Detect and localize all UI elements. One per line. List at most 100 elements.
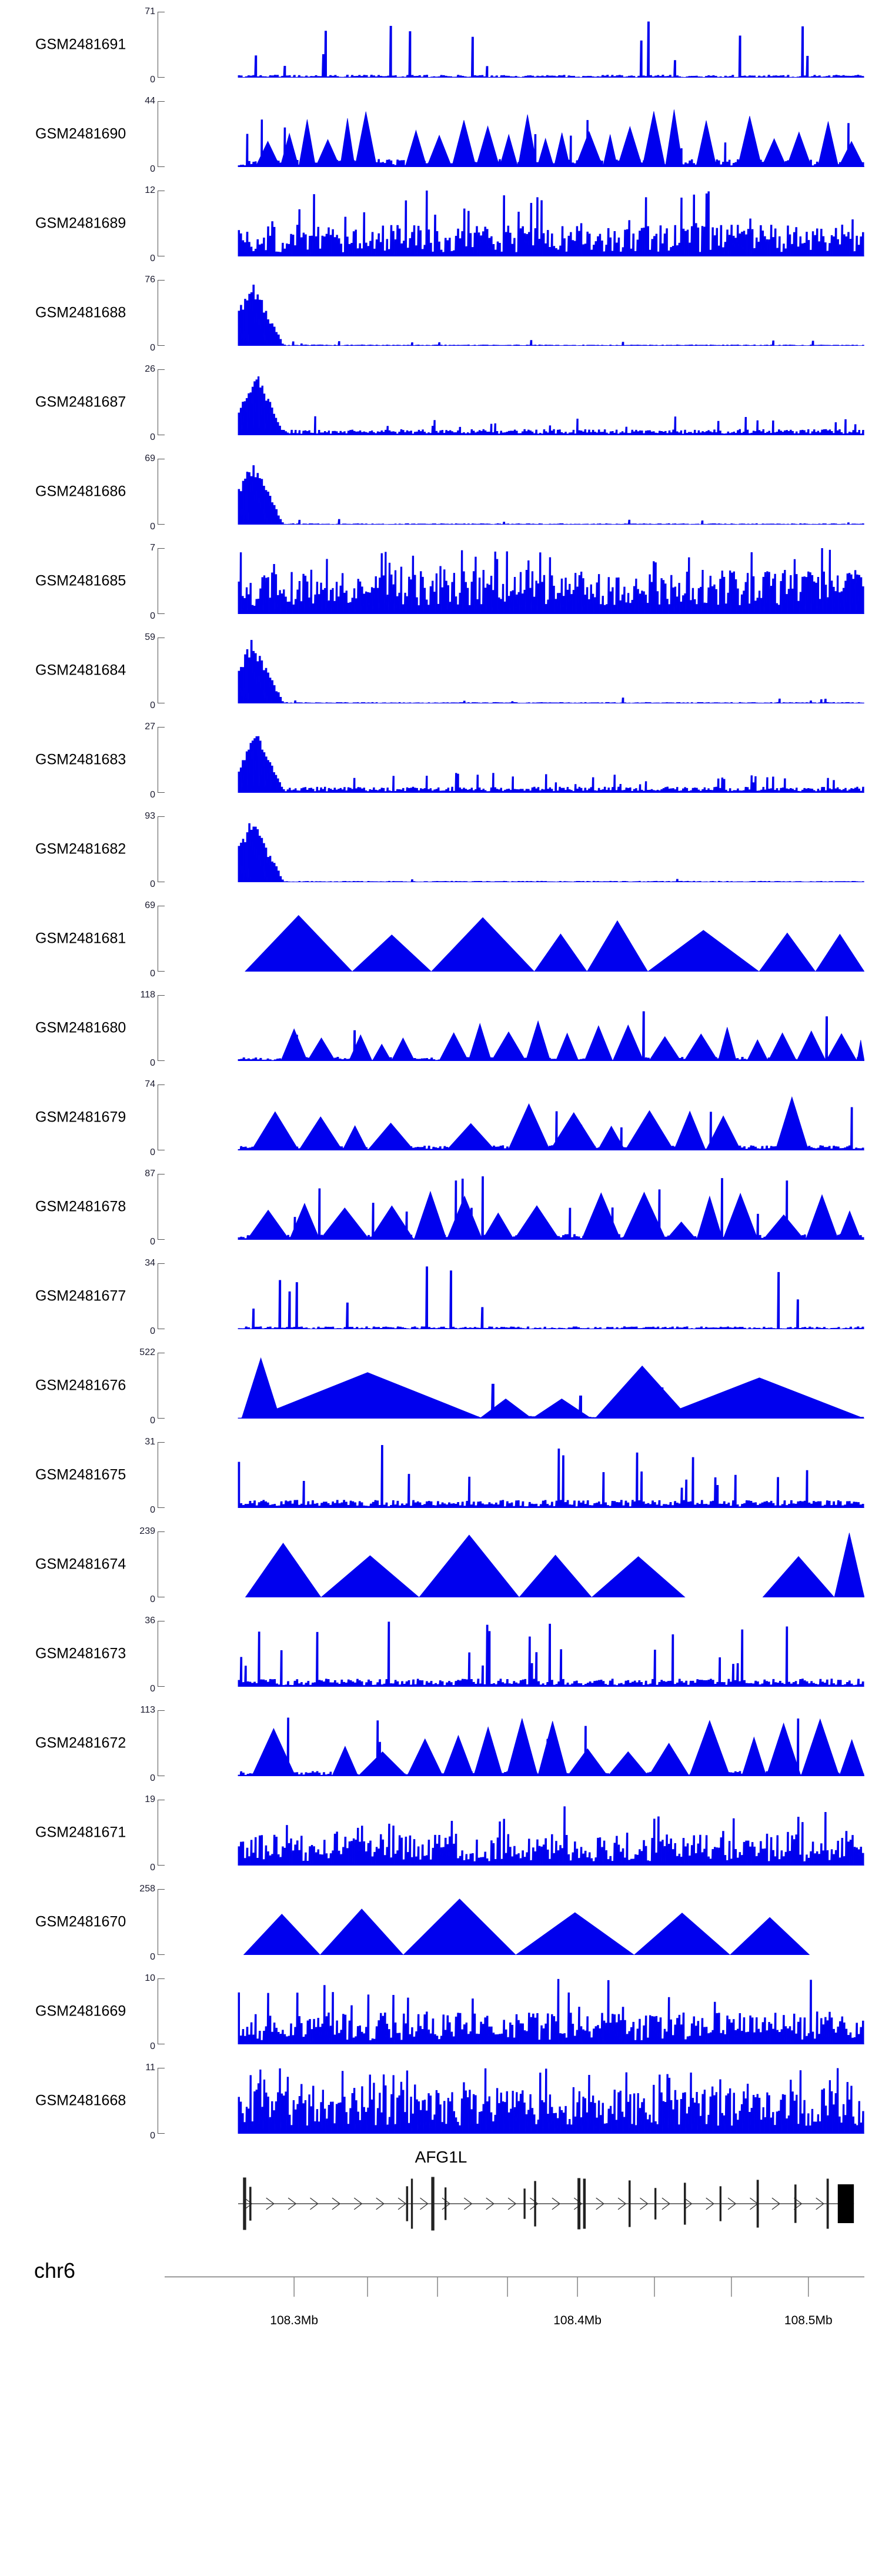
axis-max-label: 71: [145, 6, 155, 16]
axis-max-label: 27: [145, 722, 155, 732]
axis-max-label: 74: [145, 1079, 155, 1089]
gene-exon: [583, 2178, 586, 2229]
coverage-plot[interactable]: [165, 12, 864, 78]
strand-arrow-icon: [640, 2197, 649, 2210]
coverage-plot[interactable]: [165, 727, 864, 793]
axis-max-label: 36: [145, 1616, 155, 1626]
coverage-plot[interactable]: [165, 1353, 864, 1419]
axis-max-label: 113: [140, 1705, 155, 1715]
coverage-plot[interactable]: [165, 1085, 864, 1150]
strand-arrow-icon: [288, 2197, 297, 2210]
strand-arrow-icon: [507, 2197, 517, 2210]
track-y-axis: 36 0: [141, 1609, 165, 1699]
coverage-plot[interactable]: [165, 2068, 864, 2134]
axis-bracket: [158, 1978, 165, 2044]
coverage-track: GSM2481684 59 0: [0, 626, 882, 715]
coverage-area: [238, 1445, 864, 1508]
gene-model[interactable]: [165, 2171, 864, 2236]
coverage-area: [245, 915, 864, 972]
strand-arrow-icon: [332, 2197, 341, 2210]
track-label: GSM2481677: [35, 1287, 126, 1304]
axis-min-label: 0: [150, 700, 155, 710]
track-label: GSM2481670: [35, 1913, 126, 1930]
gene-exon: [431, 2177, 435, 2231]
coverage-plot[interactable]: [165, 638, 864, 703]
track-label: GSM2481685: [35, 572, 126, 589]
track-y-axis: 74 0: [141, 1073, 165, 1162]
coverage-track: GSM2481676 522 0: [0, 1341, 882, 1430]
coverage-plot[interactable]: [165, 1174, 864, 1240]
coverage-plot[interactable]: [165, 369, 864, 435]
axis-min-label: 0: [150, 1952, 155, 1962]
axis-bracket: [158, 1263, 165, 1329]
strand-arrow-icon: [552, 2197, 561, 2210]
coverage-plot[interactable]: [165, 1531, 864, 1597]
coverage-plot[interactable]: [165, 1442, 864, 1508]
track-y-axis: 87 0: [141, 1162, 165, 1252]
track-label: GSM2481686: [35, 483, 126, 500]
axis-max-label: 69: [145, 453, 155, 463]
coverage-track: GSM2481679 74 0: [0, 1073, 882, 1162]
axis-min-label: 0: [150, 1684, 155, 1694]
coverage-plot[interactable]: [165, 995, 864, 1061]
axis-min-label: 0: [150, 1594, 155, 1604]
track-y-axis: 27 0: [141, 715, 165, 805]
axis-bracket: [158, 638, 165, 703]
gene-exon: [683, 2183, 686, 2225]
coverage-area: [238, 376, 864, 435]
strand-arrow-icon: [353, 2197, 363, 2210]
track-label: GSM2481671: [35, 1824, 126, 1841]
coverage-plot[interactable]: [165, 1263, 864, 1329]
coverage-plot[interactable]: [165, 816, 864, 882]
coverage-track: GSM2481682 93 0: [0, 805, 882, 894]
axis-min-label: 0: [150, 75, 155, 85]
coverage-plot[interactable]: [165, 1889, 864, 1955]
coverage-track: GSM2481678 87 0: [0, 1162, 882, 1252]
track-label: GSM2481673: [35, 1645, 126, 1662]
coverage-track: GSM2481690 44 0: [0, 89, 882, 179]
track-label: GSM2481674: [35, 1556, 126, 1573]
coverage-track: GSM2481677 34 0: [0, 1252, 882, 1341]
axis-min-label: 0: [150, 2041, 155, 2051]
coverage-area: [238, 1176, 864, 1240]
coverage-plot[interactable]: [165, 1621, 864, 1687]
coverage-plot[interactable]: [165, 1978, 864, 2044]
coverage-area: [238, 1717, 864, 1776]
axis-min-label: 0: [150, 1326, 155, 1336]
coverage-area: [238, 1357, 864, 1419]
coverage-plot[interactable]: [165, 1800, 864, 1866]
coverage-area: [238, 109, 864, 167]
axis-max-label: 258: [139, 1884, 155, 1894]
axis-bracket: [158, 280, 165, 346]
gene-exon: [523, 2188, 526, 2219]
track-y-axis: 44 0: [141, 89, 165, 179]
coverage-plot[interactable]: [165, 1710, 864, 1776]
coverage-track: GSM2481686 69 0: [0, 447, 882, 536]
coverage-track: GSM2481673 36 0: [0, 1609, 882, 1699]
coordinate-axis[interactable]: 108.3Mb 108.4Mb 108.5Mb: [165, 2263, 864, 2340]
coverage-track: GSM2481688 76 0: [0, 268, 882, 358]
track-y-axis: 258 0: [139, 1877, 165, 1967]
gene-exon: [249, 2187, 252, 2221]
axis-max-label: 93: [145, 811, 155, 821]
coverage-plot[interactable]: [165, 548, 864, 614]
axis-bracket: [158, 459, 165, 525]
coverage-plot[interactable]: [165, 280, 864, 346]
coverage-plot[interactable]: [165, 101, 864, 167]
coverage-plot[interactable]: [165, 906, 864, 972]
strand-arrow-icon: [596, 2197, 604, 2210]
axis-bracket: [158, 369, 165, 435]
coverage-plot[interactable]: [165, 191, 864, 256]
track-label: GSM2481682: [35, 840, 126, 857]
axis-bracket: [158, 727, 165, 793]
axis-bracket: [158, 1710, 165, 1776]
track-label: GSM2481679: [35, 1109, 126, 1126]
axis-min-label: 0: [150, 1863, 155, 1873]
axis-tick-label: 108.4Mb: [553, 2314, 602, 2327]
track-label: GSM2481680: [35, 1019, 126, 1036]
coverage-plot[interactable]: [165, 459, 864, 525]
coverage-area: [238, 1978, 864, 2044]
strand-arrow-icon: [243, 2197, 253, 2210]
track-y-axis: 113 0: [140, 1699, 165, 1788]
track-label: GSM2481691: [35, 36, 126, 53]
